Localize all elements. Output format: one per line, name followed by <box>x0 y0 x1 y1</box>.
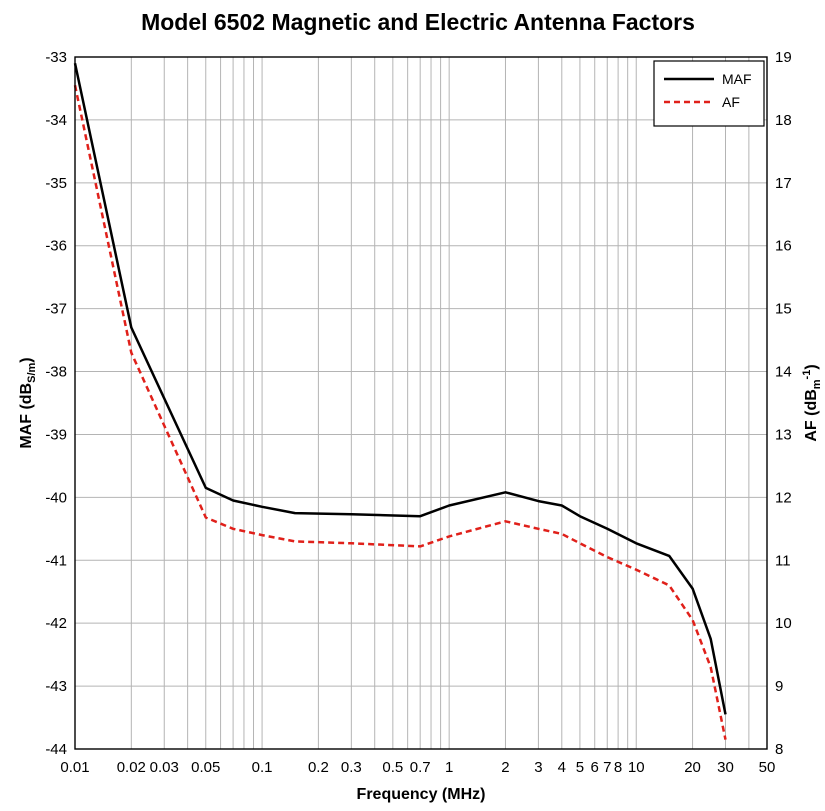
y-left-tick-label: -36 <box>45 238 67 255</box>
chart-title: Model 6502 Magnetic and Electric Antenna… <box>141 9 695 35</box>
y-right-tick-label: 19 <box>775 49 792 66</box>
x-tick-label: 50 <box>759 759 776 776</box>
y-right-tick-labels: 19 18 17 16 15 14 13 12 11 10 9 8 <box>775 49 792 758</box>
grid-layer <box>75 57 767 749</box>
y-left-tick-label: -34 <box>45 112 67 129</box>
x-tick-label: 2 <box>501 759 509 776</box>
y-right-tick-label: 16 <box>775 238 792 255</box>
x-tick-label: 0.02 <box>117 759 146 776</box>
y-right-tick-label: 13 <box>775 426 792 443</box>
x-tick-label: 0.2 <box>308 759 329 776</box>
y-right-tick-label: 15 <box>775 301 792 318</box>
x-tick-label: 4 <box>558 759 566 776</box>
y-left-tick-label: -33 <box>45 49 67 66</box>
x-tick-label: 30 <box>717 759 734 776</box>
x-tick-label: 0.1 <box>252 759 273 776</box>
y-right-tick-label: 9 <box>775 678 783 695</box>
x-tick-label: 0.01 <box>60 759 89 776</box>
y-right-tick-label: 14 <box>775 364 792 381</box>
legend-label-af: AF <box>722 94 740 110</box>
y-left-axis-title: MAF (dBS/m) <box>18 357 38 448</box>
x-tick-label: 5 <box>576 759 584 776</box>
x-axis-title: Frequency (MHz) <box>357 786 486 803</box>
y-right-tick-label: 18 <box>775 112 792 129</box>
legend: MAF AF <box>653 60 765 127</box>
x-tick-label: 0.05 <box>191 759 220 776</box>
y-left-tick-label: -41 <box>45 552 67 569</box>
y-left-tick-label: -38 <box>45 364 67 381</box>
legend-label-maf: MAF <box>722 71 752 87</box>
plot-frame <box>74 56 768 750</box>
x-tick-label: 20 <box>684 759 701 776</box>
y-left-tick-label: -39 <box>45 426 67 443</box>
series-layer <box>73 63 727 740</box>
y-left-tick-label: -37 <box>45 301 67 318</box>
y-left-tick-label: -44 <box>45 741 67 758</box>
y-right-tick-label: 8 <box>775 741 783 758</box>
y-left-tick-label: -35 <box>45 175 67 192</box>
x-tick-label: 6 <box>591 759 599 776</box>
x-tick-label: 7 <box>603 759 611 776</box>
x-tick-label: 0.03 <box>150 759 179 776</box>
y-left-tick-label: -42 <box>45 615 67 632</box>
x-tick-label: 0.3 <box>341 759 362 776</box>
y-right-axis-title: AF (dBm-1) <box>801 364 823 441</box>
x-tick-label: 10 <box>628 759 645 776</box>
series-line-maf <box>73 63 727 715</box>
x-tick-label: 1 <box>445 759 453 776</box>
y-left-tick-label: -43 <box>45 678 67 695</box>
x-tick-label: 0.7 <box>410 759 431 776</box>
y-right-tick-label: 11 <box>775 552 791 569</box>
x-tick-label: 0.5 <box>382 759 403 776</box>
series-line-af <box>73 85 727 740</box>
x-tick-label: 8 <box>614 759 622 776</box>
y-left-tick-labels: -33 -34 -35 -36 -37 -38 -39 -40 -41 -42 -43 -44 <box>45 49 67 758</box>
legend-box <box>653 60 765 127</box>
y-right-tick-label: 10 <box>775 615 792 632</box>
x-tick-labels: 0.01 0.02 0.03 0.05 0.1 0.2 0.3 0.5 0.7 1 2 3 4 5 6 7 8 1… <box>60 759 775 776</box>
y-right-tick-label: 12 <box>775 489 792 506</box>
y-left-tick-label: -40 <box>45 489 67 506</box>
y-right-tick-label: 17 <box>775 175 792 192</box>
x-tick-label: 3 <box>534 759 542 776</box>
